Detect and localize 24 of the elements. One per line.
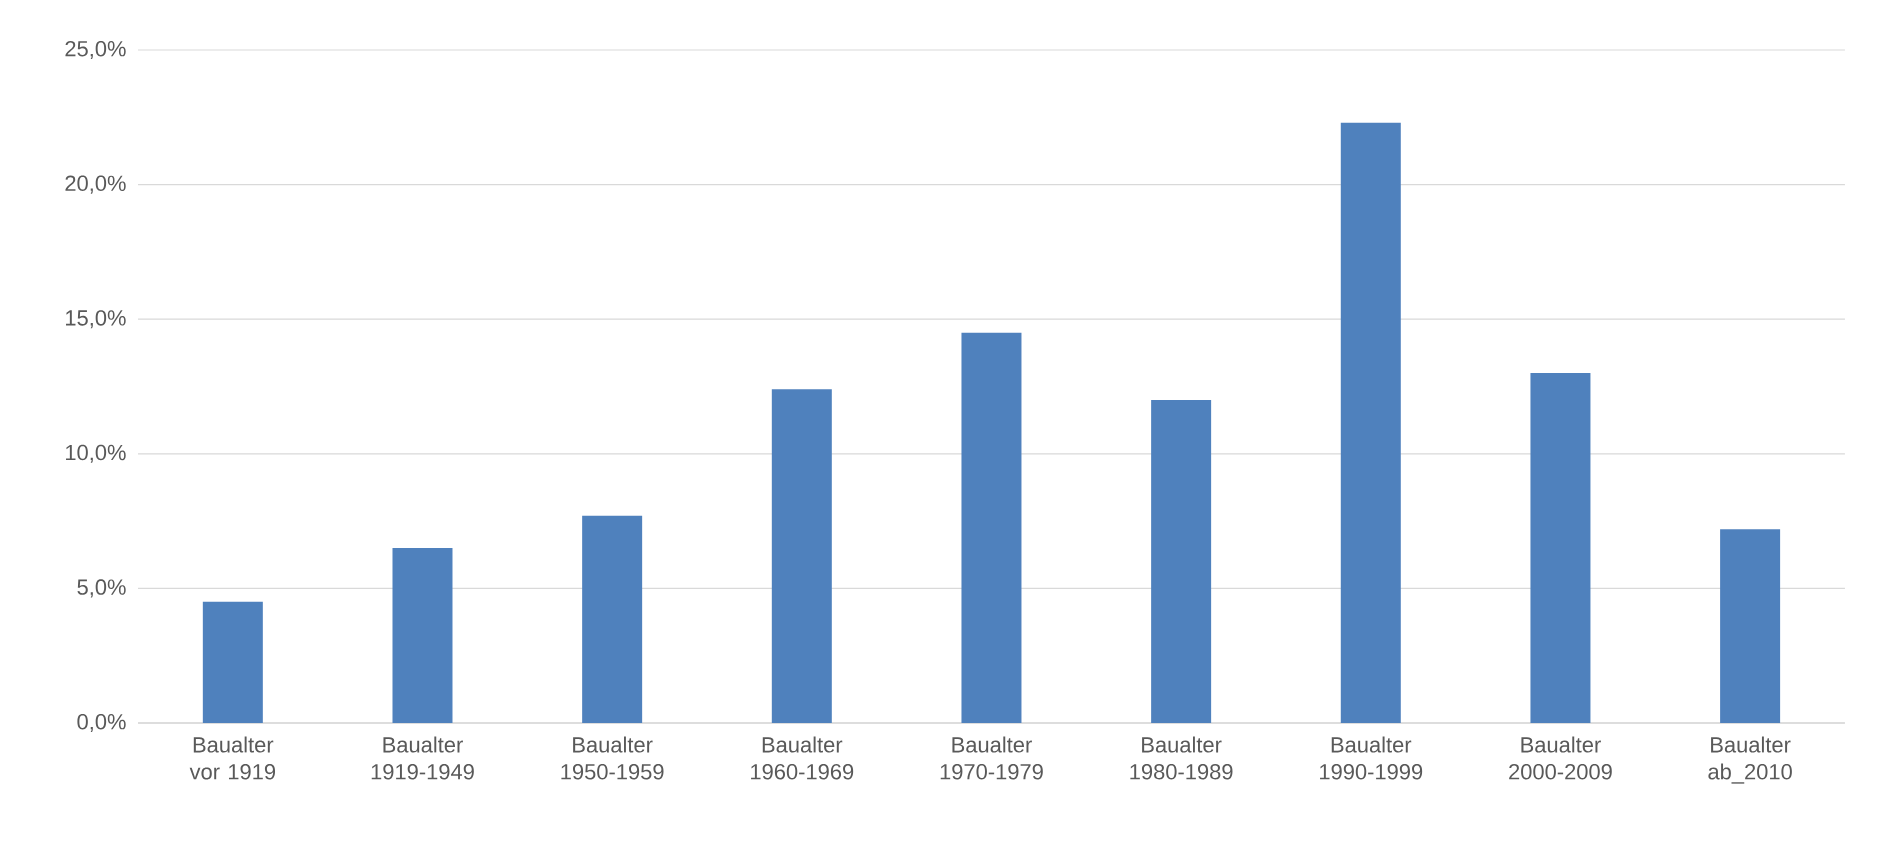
y-tick-label: 10,0%: [66, 444, 126, 463]
y-tick-label: 0,0%: [77, 713, 126, 733]
x-tick-label: Baualter ab_2010: [1708, 736, 1792, 784]
y-tick-label: 15,0%: [66, 310, 126, 329]
x-tick-label: Baualter 1960-1969: [751, 736, 854, 780]
x-tick-label: Baualter 2000-2009: [1509, 736, 1612, 780]
bar: [202, 601, 263, 723]
x-tick-label: Baualter vor 1919: [189, 736, 276, 780]
bar: [1720, 529, 1781, 723]
bar: [392, 548, 453, 723]
y-tick-label: 25,0%: [65, 40, 126, 60]
x-tick-label: Baualter 1980-1989: [1130, 736, 1233, 780]
bar: [1340, 122, 1401, 723]
bar: [771, 389, 832, 723]
y-tick-label: 5,0%: [77, 579, 126, 598]
bar: [1151, 399, 1212, 723]
bar: [961, 332, 1022, 723]
x-tick-label: Baualter 1970-1979: [940, 736, 1043, 780]
bar: [582, 515, 643, 723]
bar: [1530, 373, 1591, 723]
x-tick-label: Baualter 1950-1959: [561, 736, 664, 780]
y-tick-label: 20,0%: [65, 175, 126, 194]
x-tick-label: Baualter 1919-1949: [371, 736, 474, 780]
x-tick-label: Baualter 1990-1999: [1320, 736, 1423, 780]
